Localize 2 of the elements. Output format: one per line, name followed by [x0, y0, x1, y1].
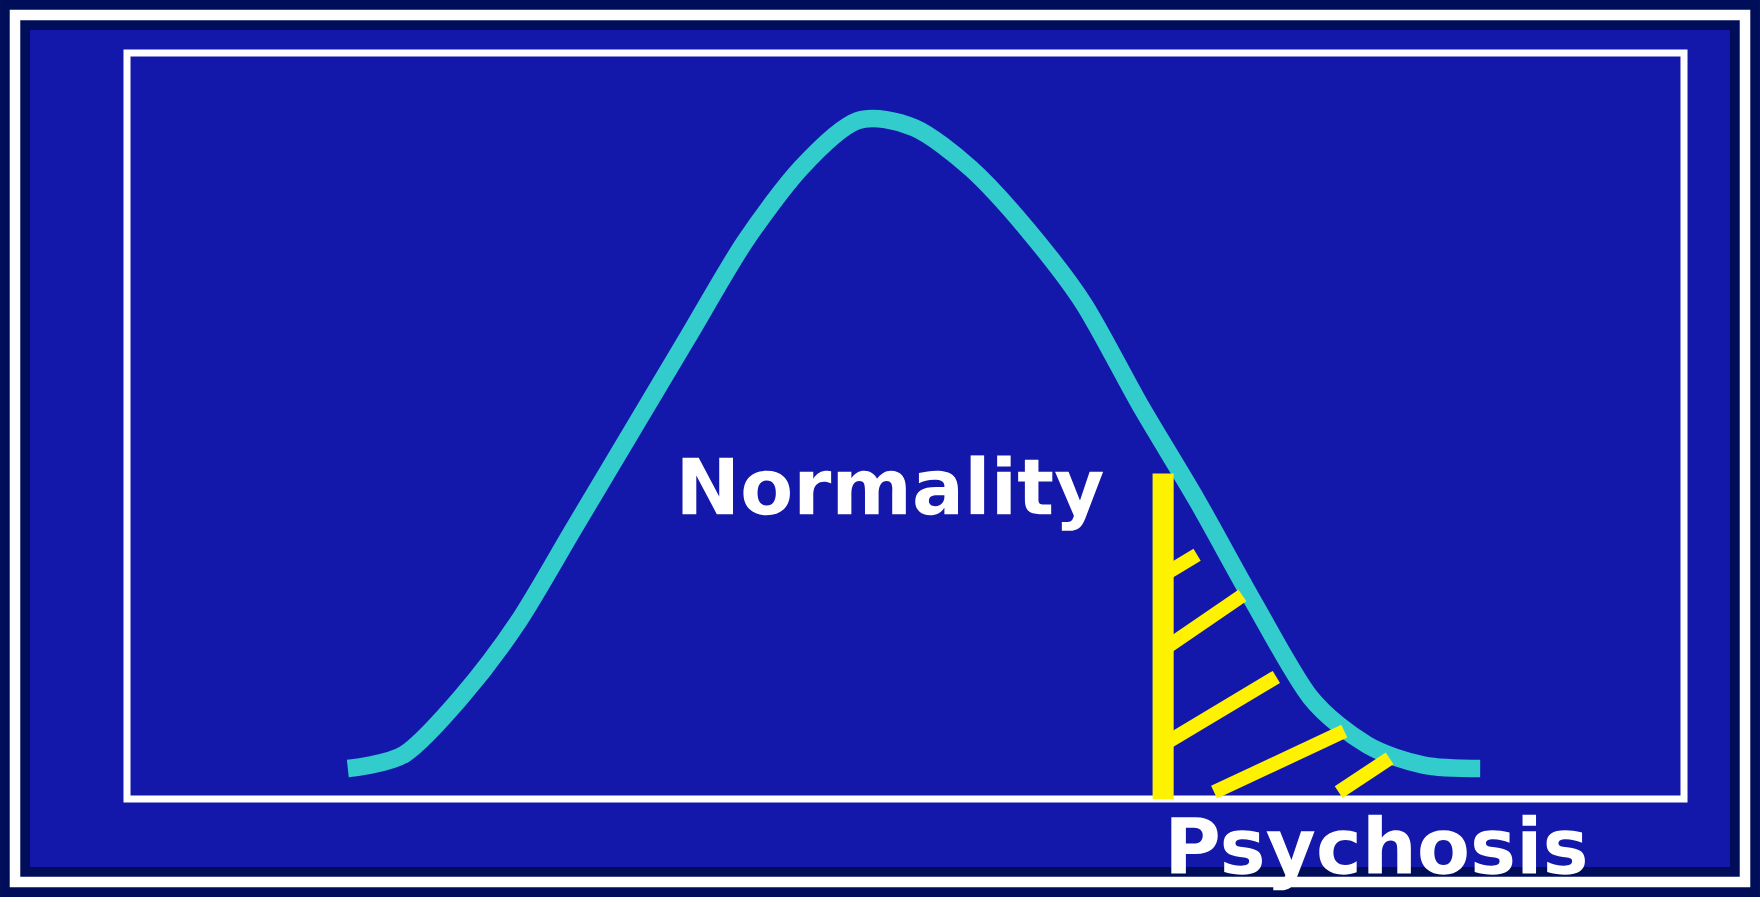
annotation: Normality — [682, 455, 1104, 531]
text: Psychosis — [1171, 814, 1585, 891]
